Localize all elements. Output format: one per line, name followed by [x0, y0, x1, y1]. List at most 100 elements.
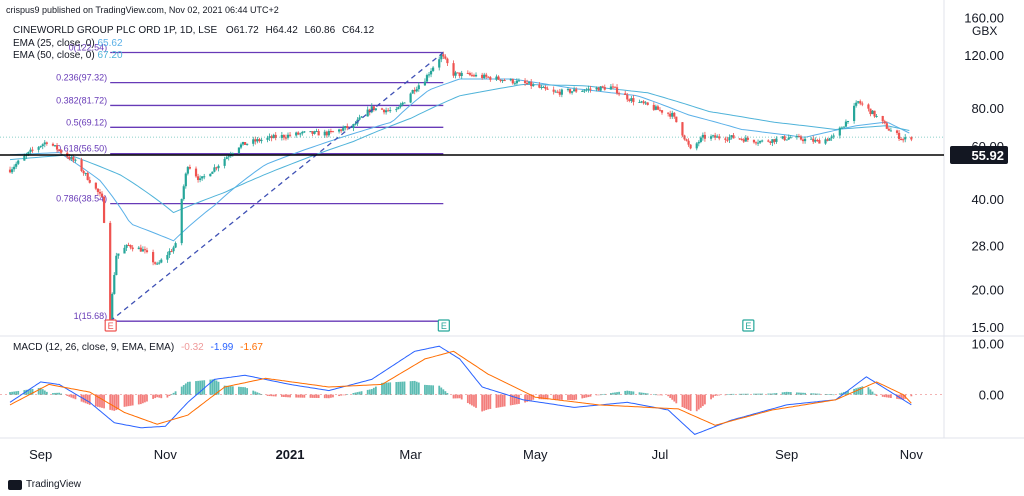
candle-body [60, 150, 63, 153]
macd-hist-value: -0.32 [180, 342, 204, 353]
macd-histogram-bar [113, 394, 116, 411]
macd-histogram-bar [101, 394, 103, 408]
macd-histogram-bar [652, 394, 655, 395]
price-tick-label: 120.00 [964, 48, 1004, 63]
macd-histogram-bar [426, 384, 428, 395]
macd-histogram-bar [573, 394, 576, 401]
macd-histogram-bar [223, 385, 226, 395]
macd-histogram-bar [99, 394, 101, 408]
macd-histogram-bar [211, 379, 214, 395]
macd-histogram-bar [646, 393, 649, 395]
macd-histogram-bar [726, 394, 729, 396]
candle-body [540, 86, 543, 88]
candle-body [597, 87, 600, 91]
macd-histogram-bar [370, 389, 373, 395]
macd-histogram-bar [689, 394, 692, 411]
candle-body [826, 139, 829, 141]
fibonacci-retracement[interactable]: 0(122.54) 0.236(97.32) 0.382(81.72) 0.5(69.… [56, 42, 444, 322]
macd-histogram-bar [871, 391, 874, 395]
candle-body [96, 188, 100, 192]
price-tick-label: 20.00 [971, 282, 1004, 297]
macd-histogram-bar [828, 394, 831, 395]
candle-body [570, 91, 574, 93]
candle-body [39, 146, 42, 148]
time-tick-label: May [523, 447, 548, 462]
macd-histogram-bar [252, 390, 255, 395]
candle-body [337, 129, 341, 132]
candle-body [795, 136, 798, 138]
tradingview-logo[interactable]: TradingView [8, 479, 81, 490]
fib-level-label: 0.786(38.54) [56, 194, 107, 204]
candle-body [667, 112, 670, 114]
macd-histogram-bar [798, 392, 800, 395]
macd-histogram-bar [787, 391, 790, 395]
macd-histogram-bar [45, 391, 48, 395]
candle-body [754, 142, 758, 144]
candle-body [354, 123, 357, 125]
macd-histogram-bar [675, 394, 678, 404]
candle-body [72, 157, 75, 161]
macd-histogram-bar [315, 394, 318, 398]
macd-legend[interactable]: MACD (12, 26, close, 9, EMA, EMA) -0.32 … [13, 342, 263, 353]
macd-histogram-bar [769, 393, 772, 395]
macd-histogram-bar [857, 387, 860, 395]
candle-body [442, 54, 445, 57]
time-tick-label: Sep [29, 447, 52, 462]
macd-histogram-bar [845, 391, 847, 395]
macd-histogram-bar [74, 394, 77, 400]
macd-histogram-bar [397, 381, 400, 395]
macd-histogram-bar [117, 394, 120, 410]
macd-histogram-bar [471, 394, 473, 406]
macd-histogram-bar [154, 394, 157, 399]
ohlc-high: 64.42 [272, 25, 298, 36]
horizontal-line-layer[interactable]: 55.92 [0, 136, 1008, 165]
candle-body [497, 76, 500, 80]
candle-body [166, 254, 169, 260]
macd-histogram-bar [483, 394, 486, 411]
macd-histogram-bar [530, 394, 533, 401]
macd-histogram-bar [29, 389, 32, 395]
candle-body [327, 130, 330, 136]
macd-histogram-bar [644, 393, 647, 395]
candle-body [832, 135, 835, 137]
macd-histogram-bar [129, 394, 132, 406]
ema50-legend[interactable]: EMA (50, close, 0) 67.20 [13, 50, 123, 61]
macd-histogram-bar [583, 394, 586, 398]
macd-histogram-bar [399, 381, 402, 395]
ohlc-high-label: H [265, 25, 273, 36]
candle-body [184, 173, 187, 187]
trendline-layer[interactable] [109, 51, 444, 322]
candle-body [313, 131, 316, 134]
candle-body [853, 105, 856, 122]
candle-body [644, 102, 647, 104]
macd-histogram-bar [526, 394, 529, 402]
candle-body [775, 138, 778, 142]
candle-body [15, 163, 18, 167]
candle-body [57, 149, 61, 151]
candle-body [111, 293, 114, 324]
candle-body [632, 98, 635, 103]
candle-body [37, 147, 40, 150]
ema25-legend[interactable]: EMA (25, close, 0) 65.62 [13, 38, 123, 49]
ohlc-low: 60.86 [310, 25, 336, 36]
macd-histogram-bar [704, 394, 706, 405]
macd-histogram-bar [575, 394, 578, 400]
candle-body [440, 54, 443, 60]
candle-body [172, 247, 175, 252]
macd-histogram-bar [581, 394, 584, 399]
macd-histogram-bar [589, 394, 592, 397]
macd-histogram-bar [610, 393, 612, 395]
candle-body [409, 93, 412, 103]
candle-body [389, 110, 392, 112]
macd-histogram-bar [718, 394, 721, 396]
candle-body [511, 79, 514, 84]
macd-histogram-bar [552, 394, 555, 400]
macd-histogram-bar [387, 382, 390, 395]
candle-body [84, 173, 87, 175]
macd-histogram-bar [712, 394, 714, 398]
candle-body [603, 87, 606, 90]
candles[interactable] [8, 51, 913, 326]
candle-body [818, 140, 821, 144]
macd-histogram-bar [567, 394, 569, 400]
